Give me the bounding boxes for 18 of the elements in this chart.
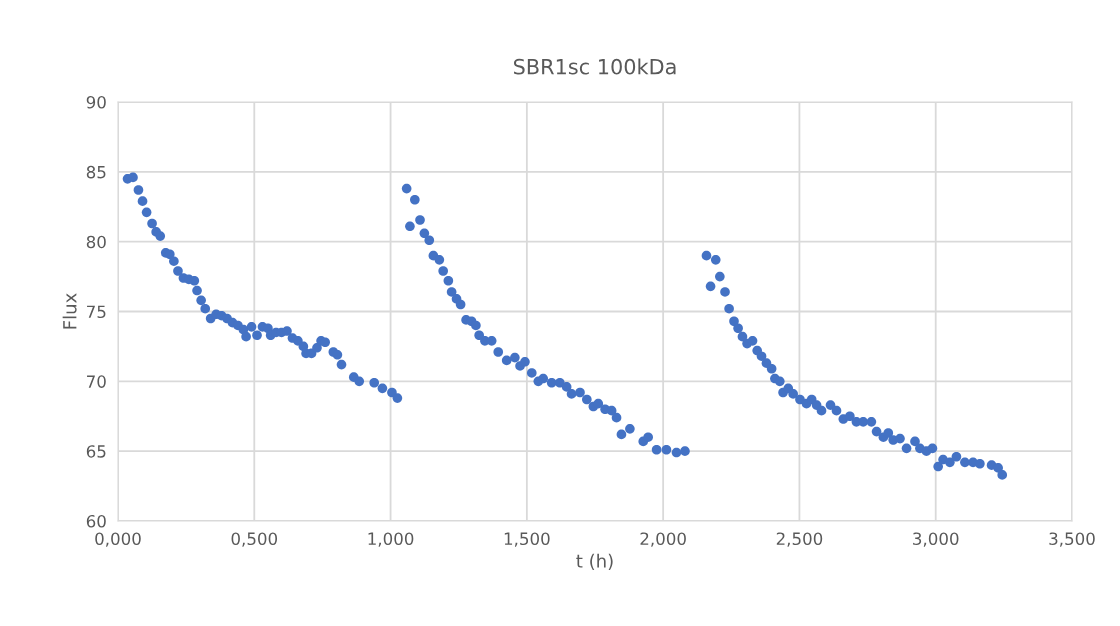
- x-tick-label: 3,000: [913, 532, 959, 547]
- chart-title: SBR1sc 100kDa: [513, 58, 676, 75]
- x-tick-label: 1,000: [368, 532, 414, 547]
- x-tick-label: 3,500: [1049, 532, 1095, 547]
- y-tick-label: 75: [87, 305, 106, 319]
- x-tick-label: 0,000: [95, 532, 141, 547]
- x-axis-title: t (h): [576, 553, 613, 570]
- y-tick-label: 80: [86, 235, 106, 249]
- x-tick-label: 2,500: [776, 532, 823, 547]
- y-tick-label: 60: [86, 514, 106, 528]
- x-tick-label: 1,500: [504, 532, 550, 547]
- y-tick-label: 85: [86, 165, 106, 179]
- y-tick-label: 90: [86, 95, 106, 109]
- y-tick-label: 70: [87, 375, 106, 388]
- y-axis-title: Flux: [62, 293, 77, 329]
- y-tick-label: 65: [86, 445, 106, 458]
- x-tick-label: 2,000: [640, 532, 686, 547]
- x-tick-label: 0,500: [231, 532, 278, 547]
